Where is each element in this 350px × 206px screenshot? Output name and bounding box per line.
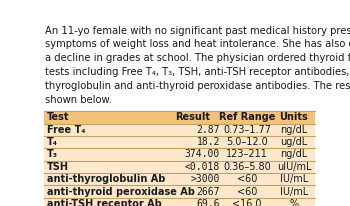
- Text: anti-thyroglobulin Ab: anti-thyroglobulin Ab: [47, 174, 166, 184]
- Text: uIU/mL: uIU/mL: [277, 162, 311, 172]
- Text: An 11-yo female with no significant past medical history presented with: An 11-yo female with no significant past…: [45, 26, 350, 35]
- Text: a decline in grades at school. The physician ordered thyroid function: a decline in grades at school. The physi…: [45, 53, 350, 63]
- Text: 0.73–1.77: 0.73–1.77: [223, 125, 271, 135]
- Text: 123–211: 123–211: [226, 150, 268, 159]
- Text: <60: <60: [237, 174, 257, 184]
- Text: tests including Free T₄, T₃, TSH, anti-TSH receptor antibodies, anti-: tests including Free T₄, T₃, TSH, anti-T…: [45, 67, 350, 77]
- Bar: [44, 161, 315, 173]
- Text: 5.0–12.0: 5.0–12.0: [226, 137, 268, 147]
- Text: IU/mL: IU/mL: [280, 174, 308, 184]
- Text: 18.2: 18.2: [197, 137, 220, 147]
- Text: 0.36–5.80: 0.36–5.80: [223, 162, 271, 172]
- Text: ng/dL: ng/dL: [280, 125, 308, 135]
- Bar: [44, 111, 315, 124]
- Text: shown below.: shown below.: [45, 95, 112, 105]
- Bar: [44, 136, 315, 148]
- Bar: [44, 173, 315, 185]
- Bar: [44, 148, 315, 161]
- Text: Ref Range: Ref Range: [219, 112, 275, 122]
- Text: Free T₄: Free T₄: [47, 125, 86, 135]
- Text: TSH: TSH: [47, 162, 69, 172]
- Text: 374.00: 374.00: [185, 150, 220, 159]
- Text: ng/dL: ng/dL: [280, 150, 308, 159]
- Bar: [44, 185, 315, 198]
- Text: 2.87: 2.87: [197, 125, 220, 135]
- Bar: [44, 124, 315, 136]
- Text: <0.018: <0.018: [185, 162, 220, 172]
- Text: ug/dL: ug/dL: [280, 137, 308, 147]
- Text: Test: Test: [47, 112, 70, 122]
- Text: T₃: T₃: [47, 150, 58, 159]
- Text: anti-thyroid peroxidase Ab: anti-thyroid peroxidase Ab: [47, 187, 195, 197]
- Bar: [44, 198, 315, 206]
- Text: <60: <60: [237, 187, 257, 197]
- Text: anti-TSH receptor Ab: anti-TSH receptor Ab: [47, 199, 162, 206]
- Text: 2667: 2667: [197, 187, 220, 197]
- Text: Result: Result: [175, 112, 210, 122]
- Text: T₄: T₄: [47, 137, 58, 147]
- Text: %: %: [289, 199, 299, 206]
- Text: thyroglobulin and anti-thyroid peroxidase antibodies. The results are: thyroglobulin and anti-thyroid peroxidas…: [45, 81, 350, 91]
- Text: <16.0: <16.0: [232, 199, 262, 206]
- Text: 69.6: 69.6: [197, 199, 220, 206]
- Text: symptoms of weight loss and heat intolerance. She has also experienced: symptoms of weight loss and heat intoler…: [45, 40, 350, 49]
- Text: >3000: >3000: [191, 174, 220, 184]
- Text: IU/mL: IU/mL: [280, 187, 308, 197]
- Text: Units: Units: [280, 112, 308, 122]
